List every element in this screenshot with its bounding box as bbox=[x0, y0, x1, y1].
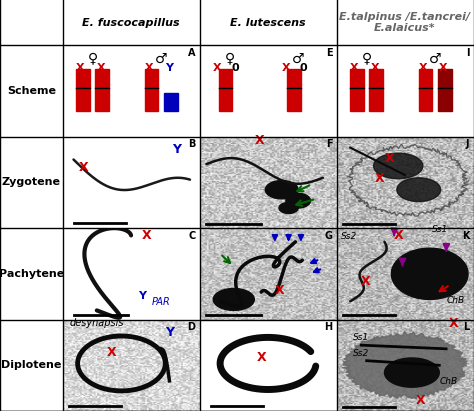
Text: X: X bbox=[416, 394, 426, 406]
Text: X: X bbox=[419, 63, 427, 74]
Bar bbox=[419, 69, 432, 111]
Bar bbox=[350, 69, 364, 111]
Polygon shape bbox=[213, 289, 255, 310]
Text: desynapsis: desynapsis bbox=[69, 318, 124, 328]
Text: X: X bbox=[384, 152, 394, 165]
Text: D: D bbox=[187, 322, 195, 332]
Text: C: C bbox=[188, 231, 195, 241]
Text: X: X bbox=[106, 346, 116, 359]
Text: J: J bbox=[466, 139, 469, 150]
Bar bbox=[145, 69, 158, 111]
Text: Y: Y bbox=[138, 291, 146, 301]
Text: 0: 0 bbox=[300, 63, 308, 74]
Text: E.talpinus /E.tancrei/
E.alaicus*: E.talpinus /E.tancrei/ E.alaicus* bbox=[339, 12, 471, 33]
Text: E: E bbox=[326, 48, 332, 58]
Text: X: X bbox=[449, 317, 458, 330]
Text: X: X bbox=[375, 172, 384, 185]
Text: F: F bbox=[326, 139, 332, 150]
Text: Scheme: Scheme bbox=[7, 86, 56, 96]
Polygon shape bbox=[265, 180, 298, 199]
Text: Y: Y bbox=[172, 143, 181, 156]
Text: A: A bbox=[188, 48, 195, 58]
Text: E. fuscocapillus: E. fuscocapillus bbox=[82, 18, 180, 28]
Text: PAR: PAR bbox=[152, 297, 170, 307]
Text: I: I bbox=[466, 48, 469, 58]
Text: ChB: ChB bbox=[439, 376, 457, 386]
Text: X: X bbox=[213, 63, 222, 74]
Text: ♀: ♀ bbox=[362, 52, 372, 66]
Bar bbox=[95, 69, 109, 111]
Text: ♀: ♀ bbox=[225, 52, 235, 66]
Polygon shape bbox=[384, 358, 439, 387]
Polygon shape bbox=[342, 332, 467, 399]
Text: Y: Y bbox=[165, 63, 173, 74]
Text: X: X bbox=[255, 134, 264, 147]
Text: ♀: ♀ bbox=[88, 52, 98, 66]
Text: Zygotene: Zygotene bbox=[2, 178, 61, 187]
Text: X: X bbox=[361, 275, 371, 288]
Text: X: X bbox=[142, 229, 152, 242]
Text: Ss1: Ss1 bbox=[353, 332, 369, 342]
Text: X: X bbox=[394, 229, 404, 242]
Text: L: L bbox=[463, 322, 469, 332]
Bar bbox=[164, 93, 178, 111]
Text: X: X bbox=[97, 63, 105, 74]
Text: K: K bbox=[462, 231, 469, 241]
Text: X: X bbox=[282, 63, 290, 74]
Text: 0: 0 bbox=[231, 63, 239, 74]
Text: Ss1: Ss1 bbox=[432, 225, 449, 234]
Text: ♂: ♂ bbox=[155, 52, 167, 66]
Text: ChB: ChB bbox=[446, 296, 464, 305]
Bar bbox=[438, 69, 452, 111]
Text: E. lutescens: E. lutescens bbox=[230, 18, 306, 28]
Bar bbox=[219, 69, 232, 111]
Text: G: G bbox=[324, 231, 332, 241]
Polygon shape bbox=[392, 248, 468, 300]
Text: X: X bbox=[371, 63, 379, 74]
Text: Ss2: Ss2 bbox=[341, 232, 357, 241]
Text: X: X bbox=[275, 284, 284, 297]
Polygon shape bbox=[397, 178, 441, 201]
Text: X: X bbox=[76, 63, 85, 74]
Bar bbox=[287, 69, 301, 111]
Polygon shape bbox=[286, 193, 310, 208]
Text: X: X bbox=[439, 63, 448, 74]
Text: Ss2: Ss2 bbox=[353, 349, 369, 358]
Text: X: X bbox=[350, 63, 359, 74]
Bar bbox=[76, 69, 90, 111]
Text: Y: Y bbox=[165, 326, 174, 339]
Polygon shape bbox=[374, 153, 423, 179]
Text: X: X bbox=[257, 351, 267, 364]
Text: B: B bbox=[188, 139, 195, 150]
Text: Diplotene: Diplotene bbox=[1, 360, 62, 370]
Text: X: X bbox=[79, 162, 89, 174]
Text: H: H bbox=[324, 322, 332, 332]
Bar bbox=[369, 69, 383, 111]
Text: ♂: ♂ bbox=[429, 52, 441, 66]
Text: Pachytene: Pachytene bbox=[0, 269, 64, 279]
Text: ♂: ♂ bbox=[292, 52, 304, 66]
Polygon shape bbox=[279, 203, 298, 213]
Text: X: X bbox=[145, 63, 153, 74]
